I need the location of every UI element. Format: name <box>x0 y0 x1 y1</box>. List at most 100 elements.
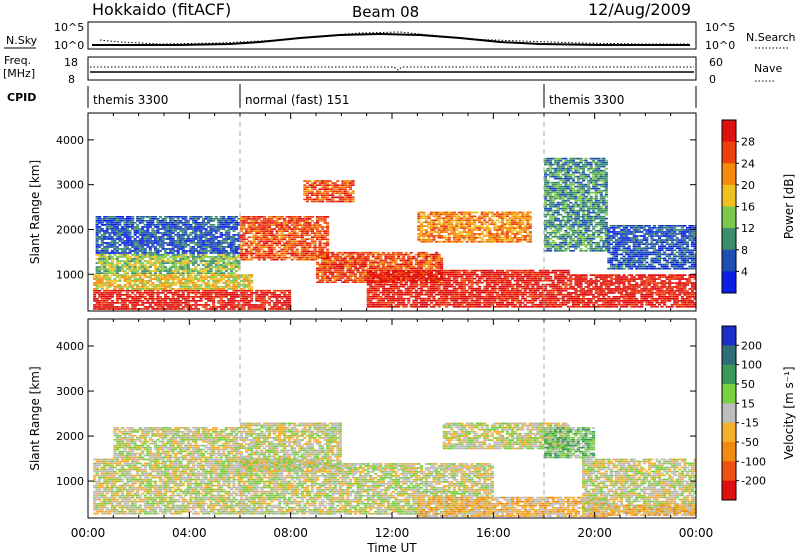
heatmap-cell <box>376 293 380 296</box>
heatmap-cell <box>518 291 522 294</box>
heatmap-cell <box>343 198 347 201</box>
heatmap-cell <box>399 251 403 254</box>
heatmap-cell <box>209 250 213 252</box>
heatmap-cell <box>120 288 124 290</box>
heatmap-cell <box>237 289 241 292</box>
heatmap-cell <box>424 303 428 306</box>
heatmap-cell <box>131 274 135 276</box>
heatmap-cell <box>176 304 180 306</box>
heatmap-cell <box>475 293 479 296</box>
heatmap-cell <box>313 234 317 237</box>
heatmap-cell <box>204 308 208 310</box>
heatmap-cell <box>95 288 99 290</box>
heatmap-cell <box>379 259 383 262</box>
heatmap-cell <box>427 259 431 262</box>
heatmap-cell <box>440 273 444 276</box>
heatmap-cell <box>118 260 122 262</box>
heatmap-cell <box>219 242 223 244</box>
heatmap-cell <box>141 256 145 258</box>
heatmap-cell <box>118 284 122 286</box>
heatmap-cell <box>361 273 365 276</box>
heatmap-cell <box>156 292 160 294</box>
heatmap-cell <box>209 308 213 310</box>
heatmap-cell <box>123 270 127 272</box>
heatmap-cell <box>508 269 512 272</box>
heatmap-cell <box>191 296 195 298</box>
heatmap-cell <box>98 308 102 310</box>
heatmap-cell <box>412 287 416 290</box>
heatmap-cell <box>245 292 249 294</box>
heatmap-cell <box>207 260 211 262</box>
heatmap-cell <box>148 234 152 236</box>
heatmap-cell <box>523 297 527 300</box>
heatmap-cell <box>275 306 279 308</box>
heatmap-cell <box>475 287 479 290</box>
heatmap-cell <box>381 301 385 304</box>
heatmap-cell <box>207 222 211 224</box>
heatmap-cell <box>326 200 330 203</box>
heatmap-cell <box>356 271 360 274</box>
heatmap-cell <box>371 301 375 304</box>
heatmap-cell <box>478 275 482 278</box>
heatmap-cell <box>158 306 162 308</box>
heatmap-cell <box>288 242 292 245</box>
heatmap-cell <box>131 224 135 226</box>
heatmap-cell <box>272 306 276 308</box>
heatmap-cell <box>280 236 284 239</box>
heatmap-cell <box>214 288 218 290</box>
heatmap-cell <box>196 308 200 310</box>
heatmap-cell <box>531 291 535 294</box>
heatmap-cell <box>202 228 206 230</box>
heatmap-cell <box>432 291 436 294</box>
heatmap-cell <box>432 285 436 288</box>
heatmap-cell <box>126 282 130 284</box>
heatmap-cell <box>156 276 160 278</box>
heatmap-cell <box>199 256 203 258</box>
heatmap-cell <box>212 260 216 262</box>
heatmap-cell <box>138 262 142 264</box>
heatmap-cell <box>359 263 363 266</box>
heatmap-cell <box>475 283 479 286</box>
heatmap-cell <box>305 248 309 251</box>
heatmap-cell <box>361 275 365 278</box>
heatmap-cell <box>133 288 137 290</box>
heatmap-cell <box>262 296 266 298</box>
heatmap-cell <box>181 278 185 280</box>
heatmap-cell <box>110 266 114 268</box>
heatmap-cell <box>323 236 327 239</box>
heatmap-cell <box>275 304 279 306</box>
heatmap-cell <box>468 285 472 288</box>
heatmap-cell <box>146 286 150 288</box>
heatmap-cell <box>214 296 218 298</box>
heatmap-cell <box>212 248 216 250</box>
heatmap-cell <box>473 271 477 274</box>
heatmap-cell <box>346 180 350 182</box>
heatmap-cell <box>371 253 375 256</box>
heatmap-cell <box>341 186 345 188</box>
heatmap-cell <box>257 228 261 230</box>
heatmap-cell <box>346 261 350 264</box>
heatmap-cell <box>318 246 322 249</box>
heatmap-cell <box>174 304 178 306</box>
heatmap-cell <box>290 228 294 230</box>
heatmap-cell <box>212 288 216 290</box>
heatmap-cell <box>257 242 261 245</box>
heatmap-cell <box>93 278 97 280</box>
heatmap-cell <box>161 226 165 228</box>
heatmap-cell <box>191 246 195 248</box>
heatmap-cell <box>133 289 137 292</box>
heatmap-cell <box>457 297 461 300</box>
heatmap-cell <box>257 306 261 308</box>
heatmap-cell <box>303 256 307 259</box>
heatmap-cell <box>318 224 322 226</box>
heatmap-cell <box>361 251 365 254</box>
heatmap-cell <box>212 242 216 244</box>
heatmap-cell <box>217 224 221 226</box>
heatmap-cell <box>103 268 107 270</box>
heatmap-cell <box>174 262 178 264</box>
heatmap-cell <box>371 277 375 280</box>
heatmap-cell <box>245 300 249 302</box>
heatmap-cell <box>460 305 464 308</box>
heatmap-cell <box>338 259 342 262</box>
heatmap-cell <box>171 238 175 240</box>
